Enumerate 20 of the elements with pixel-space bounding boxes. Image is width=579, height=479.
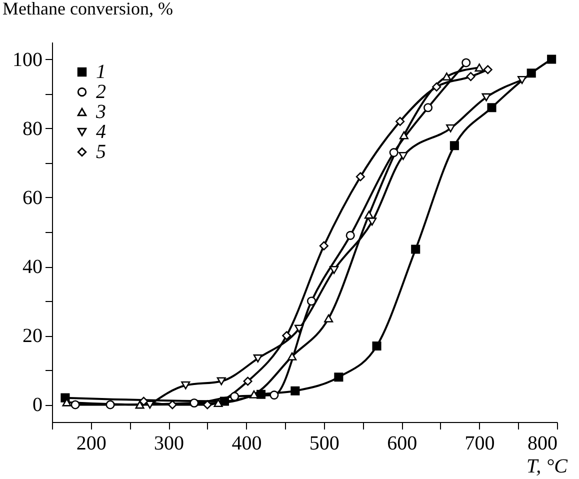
y-tick-label: 100 [12, 48, 42, 71]
x-axis-title: T, °C [526, 456, 568, 478]
x-tick-label: 200 [76, 432, 106, 454]
x-tick-label: 700 [464, 432, 495, 454]
legend-label: 2 [96, 81, 106, 103]
x-tick-label: 500 [309, 432, 340, 454]
legend-label: 4 [96, 121, 106, 143]
y-tick-label: 80 [22, 118, 42, 140]
legend-label: 1 [96, 61, 106, 83]
legend-label: 3 [95, 101, 106, 123]
y-tick-label: 20 [22, 325, 42, 348]
legend-label: 5 [96, 141, 106, 163]
y-tick-label: 0 [32, 394, 42, 416]
y-tick-label: 60 [22, 186, 42, 209]
x-tick-label: 300 [154, 432, 184, 454]
x-tick-label: 600 [387, 432, 418, 454]
y-axis-title: Methane conversion, % [2, 0, 173, 18]
x-tick-label: 400 [232, 432, 262, 454]
x-tick-label: 800 [528, 432, 558, 454]
y-tick-label: 40 [22, 256, 42, 278]
